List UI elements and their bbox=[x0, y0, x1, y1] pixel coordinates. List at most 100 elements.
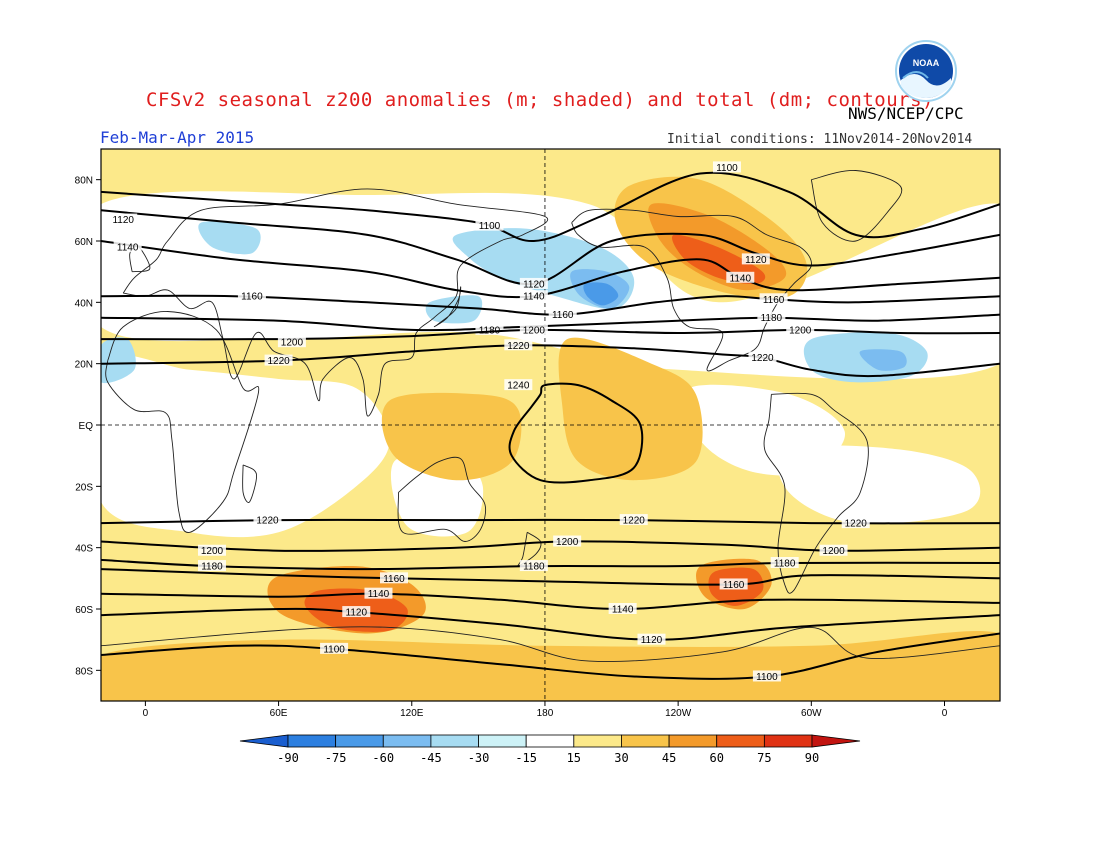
colorbar-label: -45 bbox=[420, 751, 442, 765]
colorbar-label: -30 bbox=[468, 751, 490, 765]
lat-tick-label: 20S bbox=[75, 482, 93, 493]
contour-label-bg bbox=[519, 277, 548, 289]
anomaly-region-wa-alaska-max bbox=[671, 234, 766, 285]
white-south-atlantic bbox=[777, 445, 981, 524]
colorbar-swatch bbox=[621, 734, 670, 748]
contour-label-1240: 1240 bbox=[507, 381, 530, 392]
contour-label-bg bbox=[741, 253, 770, 265]
lon-tick-label: 180 bbox=[537, 708, 554, 719]
coastline-eurasia bbox=[122, 188, 548, 417]
contour-label-1100: 1100 bbox=[323, 644, 345, 655]
contour-label-1180: 1180 bbox=[201, 562, 223, 573]
coastline-australia bbox=[397, 456, 487, 542]
contour-label-bg bbox=[197, 560, 226, 572]
colorbar-label: 30 bbox=[614, 751, 628, 765]
anomaly-region-na-north-africa bbox=[101, 337, 136, 384]
contour-label-1120: 1120 bbox=[346, 608, 368, 619]
contour-label-1140: 1140 bbox=[523, 292, 545, 303]
contour-label-1220: 1220 bbox=[751, 353, 774, 364]
contour-1140 bbox=[101, 592, 1000, 611]
anomaly-region-na-east-asia bbox=[425, 295, 483, 324]
white-tropical-atlantic-africa bbox=[101, 354, 390, 538]
season-label: Feb-Mar-Apr 2015 bbox=[100, 128, 255, 147]
contour-label-bg bbox=[759, 293, 788, 305]
colorbar-swatch bbox=[382, 734, 432, 748]
contour-label-1220: 1220 bbox=[507, 341, 530, 352]
coastline-north-america bbox=[571, 208, 812, 372]
contour-1120 bbox=[101, 607, 1000, 641]
contour-1160 bbox=[101, 568, 1000, 586]
contour-label-1160: 1160 bbox=[383, 574, 405, 585]
contour-label-1120: 1120 bbox=[641, 635, 663, 646]
contour-label-1220: 1220 bbox=[256, 516, 279, 527]
contour-label-1160: 1160 bbox=[241, 292, 263, 303]
lon-tick-label: 120W bbox=[665, 708, 692, 719]
lat-tick-label: 80S bbox=[75, 666, 93, 677]
contour-label-1140: 1140 bbox=[612, 605, 634, 616]
colorbar-swatch bbox=[335, 734, 384, 748]
contour-label-bg bbox=[712, 161, 741, 173]
contour-label-bg bbox=[786, 323, 815, 335]
colorbar-max-arrow bbox=[811, 734, 861, 748]
contour-label-bg bbox=[197, 544, 226, 556]
contour-label-1140: 1140 bbox=[368, 589, 390, 600]
coastline-south-america bbox=[763, 392, 869, 594]
lat-tick-label: 20N bbox=[75, 360, 93, 371]
colorbar-swatch bbox=[716, 734, 765, 748]
contour-label-bg bbox=[109, 213, 138, 225]
coastline-africa bbox=[105, 311, 260, 533]
contour-1100 bbox=[101, 632, 1000, 680]
contour-label-bg bbox=[748, 351, 777, 363]
contour-label-1180: 1180 bbox=[761, 313, 783, 324]
contour-label-bg bbox=[253, 514, 282, 526]
colorbar-label: 45 bbox=[662, 751, 676, 765]
lon-tick-label: 60W bbox=[801, 708, 822, 719]
contour-label-bg bbox=[277, 336, 306, 348]
colorbar-label: -60 bbox=[372, 751, 394, 765]
contour-label-bg bbox=[637, 633, 666, 645]
coastline-japan bbox=[433, 286, 462, 328]
contour-label-bg bbox=[619, 514, 648, 526]
contour-label-bg bbox=[548, 308, 577, 320]
lon-tick-label: 60E bbox=[270, 708, 288, 719]
colorbar-swatch bbox=[763, 734, 813, 748]
lon-tick-label: 120E bbox=[400, 708, 424, 719]
contour-label-1200: 1200 bbox=[281, 338, 304, 349]
contour-label-bg bbox=[519, 290, 548, 302]
lat-tick-label: EQ bbox=[79, 421, 94, 432]
anomaly-region-na-north-pacific-max bbox=[583, 282, 619, 306]
colorbar-label: 15 bbox=[567, 751, 581, 765]
contour-1240 bbox=[508, 382, 644, 484]
contour-label-1180: 1180 bbox=[774, 559, 796, 570]
contour-1180 bbox=[101, 313, 1000, 332]
contour-label-bg bbox=[726, 271, 755, 283]
contour-label-1220: 1220 bbox=[845, 519, 868, 530]
contour-label-bg bbox=[380, 572, 409, 584]
initial-conditions-label: Initial conditions: 11Nov2014-20Nov2014 bbox=[667, 132, 973, 147]
colorbar-label: -75 bbox=[325, 751, 347, 765]
colorbar-min-arrow bbox=[239, 734, 289, 748]
colorbar-swatch bbox=[573, 734, 622, 748]
anomaly-region-na-scandinavia bbox=[198, 221, 261, 255]
contour-1140 bbox=[101, 240, 1000, 299]
contour-label-bg bbox=[770, 557, 799, 568]
contour-label-1180: 1180 bbox=[523, 562, 545, 573]
noaa-logo-icon: NOAA bbox=[895, 40, 957, 102]
contour-label-1120: 1120 bbox=[523, 279, 545, 290]
coastline-greenland bbox=[810, 170, 903, 242]
contour-label-bg bbox=[519, 323, 548, 335]
contour-label-1160: 1160 bbox=[552, 310, 574, 321]
contour-label-1140: 1140 bbox=[730, 273, 752, 284]
colorbar-swatch bbox=[668, 734, 718, 748]
lat-tick-label: 60N bbox=[75, 237, 93, 248]
contour-label-1100: 1100 bbox=[756, 672, 778, 683]
colorbar-label: -90 bbox=[277, 751, 299, 765]
anomaly-region-wa-maritime-continent bbox=[381, 392, 522, 481]
lat-tick-label: 60S bbox=[75, 605, 93, 616]
contour-label-1120: 1120 bbox=[112, 215, 134, 226]
contour-label-1140: 1140 bbox=[117, 243, 139, 254]
lat-tick-label: 40S bbox=[75, 544, 93, 555]
chart-title: CFSv2 seasonal z200 anomalies (m; shaded… bbox=[146, 89, 934, 111]
colorbar-swatch bbox=[478, 734, 527, 748]
